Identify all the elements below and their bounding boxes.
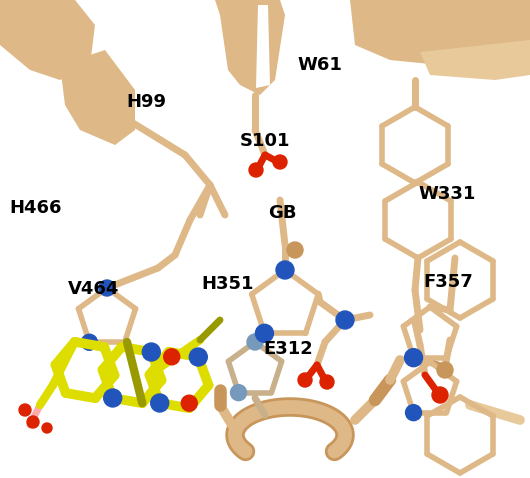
Text: F357: F357: [423, 273, 473, 291]
Circle shape: [437, 362, 453, 378]
Circle shape: [320, 375, 334, 389]
Text: W61: W61: [298, 56, 343, 75]
Circle shape: [336, 311, 354, 329]
Circle shape: [405, 405, 421, 421]
Circle shape: [287, 242, 303, 258]
Circle shape: [189, 348, 207, 366]
Polygon shape: [256, 5, 270, 88]
Circle shape: [273, 155, 287, 169]
Text: H466: H466: [10, 199, 62, 217]
Circle shape: [432, 387, 448, 403]
Circle shape: [247, 334, 263, 350]
Text: W331: W331: [419, 185, 476, 203]
Circle shape: [142, 343, 160, 361]
Text: S101: S101: [240, 132, 290, 150]
Text: GB: GB: [268, 204, 296, 222]
Polygon shape: [350, 0, 530, 70]
Circle shape: [151, 394, 169, 412]
Circle shape: [104, 389, 122, 407]
Circle shape: [404, 348, 422, 367]
Circle shape: [231, 385, 246, 401]
Circle shape: [298, 373, 312, 387]
Circle shape: [249, 163, 263, 177]
Polygon shape: [0, 0, 95, 80]
Circle shape: [27, 416, 39, 428]
Circle shape: [42, 423, 52, 433]
Text: H99: H99: [126, 93, 166, 111]
Circle shape: [255, 324, 273, 342]
Circle shape: [276, 261, 294, 279]
Polygon shape: [60, 50, 135, 145]
Polygon shape: [420, 40, 530, 80]
Polygon shape: [215, 0, 285, 95]
Circle shape: [99, 280, 115, 296]
Text: V464: V464: [68, 280, 119, 298]
Circle shape: [164, 349, 180, 365]
Text: E312: E312: [263, 340, 313, 358]
Circle shape: [181, 395, 197, 411]
Circle shape: [82, 334, 98, 350]
Text: H351: H351: [201, 275, 254, 293]
Circle shape: [19, 404, 31, 416]
